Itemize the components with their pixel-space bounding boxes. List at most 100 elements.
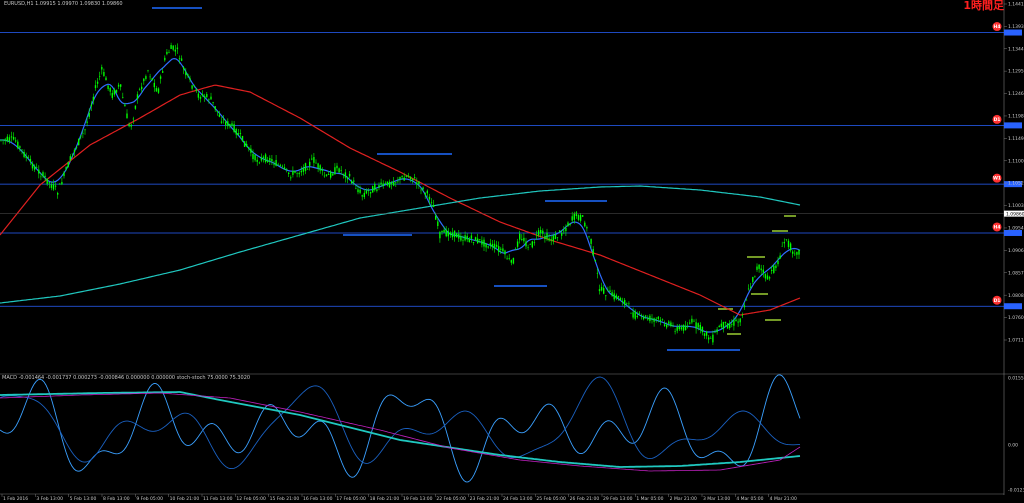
candle-body bbox=[300, 170, 302, 173]
level-badge-circle bbox=[992, 22, 1002, 32]
candle-body bbox=[697, 323, 699, 328]
candle-body bbox=[760, 268, 762, 271]
level-badge: W1 bbox=[992, 173, 1002, 183]
candle-body bbox=[771, 269, 773, 271]
candle-body bbox=[342, 173, 344, 175]
candle-body bbox=[178, 58, 181, 60]
price-tick-label: 1.11983 bbox=[1008, 114, 1024, 120]
candle-body bbox=[164, 57, 166, 61]
candle-body bbox=[227, 121, 229, 127]
candle-body bbox=[533, 242, 536, 244]
time-tick-label: 29 Feb 13:00 bbox=[603, 496, 633, 502]
candle-body bbox=[262, 156, 265, 158]
candle-body bbox=[220, 121, 223, 123]
candle-body bbox=[613, 293, 615, 300]
candle-body bbox=[120, 84, 122, 87]
candle-body bbox=[279, 164, 281, 166]
candle-body bbox=[531, 241, 533, 248]
candle-body bbox=[703, 333, 706, 336]
stoch-signal-line bbox=[0, 376, 800, 470]
candle-body bbox=[699, 324, 701, 330]
candle-body bbox=[598, 289, 601, 292]
candle-body bbox=[298, 172, 300, 175]
candle-body bbox=[237, 133, 239, 136]
candle-body bbox=[537, 230, 540, 236]
price-tick-label: 1.10523 bbox=[1008, 181, 1024, 187]
level-badge-circle bbox=[992, 222, 1002, 232]
candle-body bbox=[348, 173, 351, 177]
candle-body bbox=[426, 190, 428, 194]
candle-body bbox=[252, 153, 254, 160]
candle-body bbox=[762, 269, 764, 273]
candle-body bbox=[214, 106, 216, 110]
candle-body bbox=[701, 326, 704, 333]
candle-body bbox=[40, 176, 42, 178]
candle-body bbox=[655, 318, 657, 320]
candle-body bbox=[365, 190, 368, 194]
candle-body bbox=[731, 323, 733, 325]
time-tick-label: 4 Mar 21:00 bbox=[770, 496, 797, 502]
candle-body bbox=[361, 195, 363, 197]
candle-body bbox=[789, 243, 792, 251]
candle-body bbox=[380, 182, 382, 185]
candle-body bbox=[640, 314, 643, 316]
candle-body bbox=[785, 239, 788, 240]
candle-body bbox=[653, 318, 655, 322]
candle-body bbox=[27, 157, 29, 159]
candle-body bbox=[563, 230, 565, 232]
candle-body bbox=[722, 321, 725, 329]
candle-body bbox=[588, 236, 590, 238]
candle-body bbox=[632, 312, 634, 318]
candle-body bbox=[651, 318, 653, 319]
candle-body bbox=[430, 202, 433, 203]
level-price-tag bbox=[1004, 181, 1022, 188]
candle-body bbox=[327, 174, 330, 176]
candle-body bbox=[540, 229, 542, 234]
price-tick-label: 1.07114 bbox=[1008, 338, 1024, 344]
candle-body bbox=[59, 183, 61, 185]
time-axis-ticks: 1 Feb 2016 3 Feb 13:00 5 Feb 13:00 8 Feb 13… bbox=[1, 494, 797, 502]
candle-body bbox=[796, 252, 798, 255]
candle-body bbox=[29, 158, 32, 162]
candle-body bbox=[411, 178, 414, 181]
candle-body bbox=[50, 184, 53, 188]
candle-body bbox=[437, 221, 439, 226]
ma-slow-line bbox=[0, 185, 801, 304]
candle-body bbox=[243, 141, 246, 147]
candle-body bbox=[162, 71, 164, 73]
candle-body bbox=[764, 273, 767, 279]
candle-body bbox=[596, 272, 599, 274]
candle-body bbox=[472, 242, 475, 243]
candle-body bbox=[248, 147, 250, 149]
candle-body bbox=[65, 167, 67, 170]
candle-body bbox=[649, 315, 651, 322]
time-tick-label: 4 Mar 05:00 bbox=[736, 496, 763, 502]
level-badge-label: H4 bbox=[994, 24, 1001, 30]
candle-body bbox=[420, 189, 422, 191]
candle-body bbox=[527, 247, 529, 248]
candle-body bbox=[193, 85, 195, 86]
candle-body bbox=[485, 243, 487, 248]
time-tick-label: 23 Feb 21:00 bbox=[470, 496, 500, 502]
level-badge: H4 bbox=[992, 22, 1002, 32]
candle-body bbox=[399, 176, 401, 180]
candle-body bbox=[183, 67, 185, 70]
candle-body bbox=[201, 94, 204, 96]
current-price-label: 1.09860 bbox=[1006, 211, 1024, 217]
candle-body bbox=[678, 326, 680, 330]
indicator-label: MACD -0.001464 -0.001737 0.000273 -0.000… bbox=[2, 375, 251, 381]
candle-body bbox=[12, 136, 15, 140]
candle-body bbox=[260, 157, 263, 161]
candle-body bbox=[330, 171, 332, 178]
candle-body bbox=[498, 246, 500, 252]
candle-body bbox=[443, 229, 445, 233]
candle-body bbox=[36, 167, 38, 168]
candle-body bbox=[535, 234, 538, 236]
candle-body bbox=[67, 162, 69, 168]
candle-body bbox=[376, 189, 378, 191]
level-price-tag bbox=[1004, 122, 1022, 129]
candle-body bbox=[739, 318, 741, 323]
candle-body bbox=[575, 212, 578, 216]
candle-body bbox=[647, 318, 649, 320]
